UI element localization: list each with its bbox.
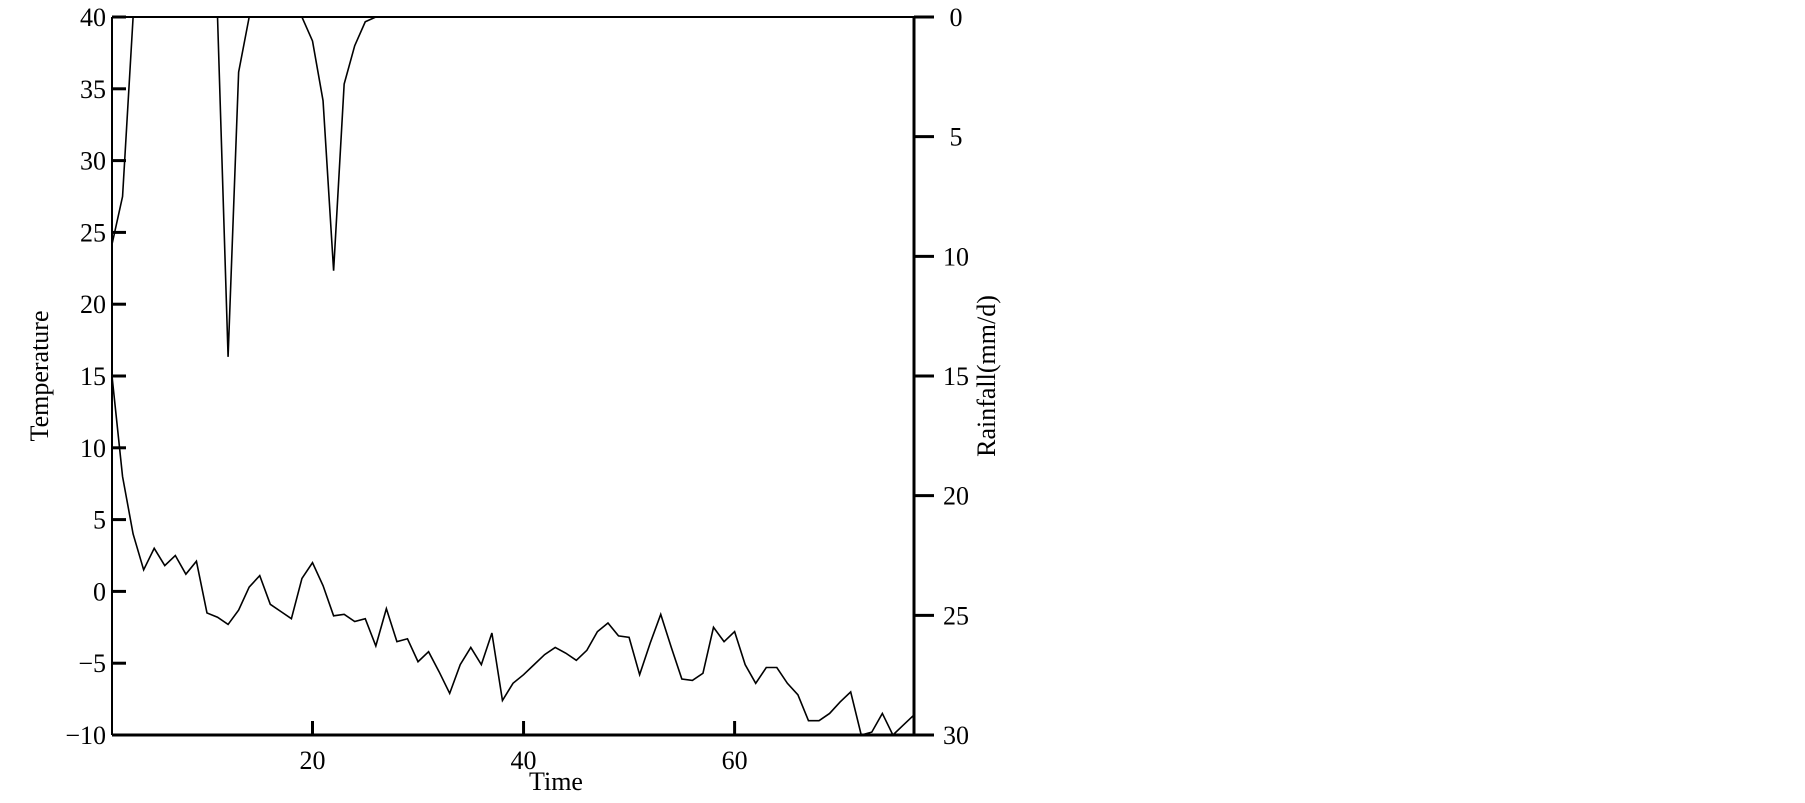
y-tick-label: 0 [93,577,106,606]
y-tick-label: 25 [80,218,106,247]
y2-tick-label: 0 [950,3,963,32]
y-tick-label: 40 [80,3,106,32]
series-line [111,375,915,737]
y-tick-label: 15 [80,362,106,391]
y-axis-title: Temperature [25,311,54,442]
y-tick-label: −10 [65,721,106,750]
y2-axis-title: Rainfall(mm/d) [972,295,1001,457]
x-tick-label: 60 [722,746,748,775]
x-tick-label: 20 [300,746,326,775]
y-tick-label: 35 [80,75,106,104]
y-tick-label: 20 [80,290,106,319]
y2-tick-label: 25 [943,601,969,630]
y2-tick-label: 15 [943,362,969,391]
y-tick-label: 10 [80,434,106,463]
y2-tick-label: 5 [950,123,963,152]
y2-tick-label: 10 [943,242,969,271]
y2-tick-label: 30 [943,721,969,750]
y2-tick-label: 20 [943,482,969,511]
y-tick-label: 30 [80,147,106,176]
y-tick-label: −5 [78,649,106,678]
series-line [111,16,914,357]
x-tick-label: 40 [511,746,537,775]
x-axis-title: Time [529,767,583,796]
y-tick-label: 5 [93,506,106,535]
